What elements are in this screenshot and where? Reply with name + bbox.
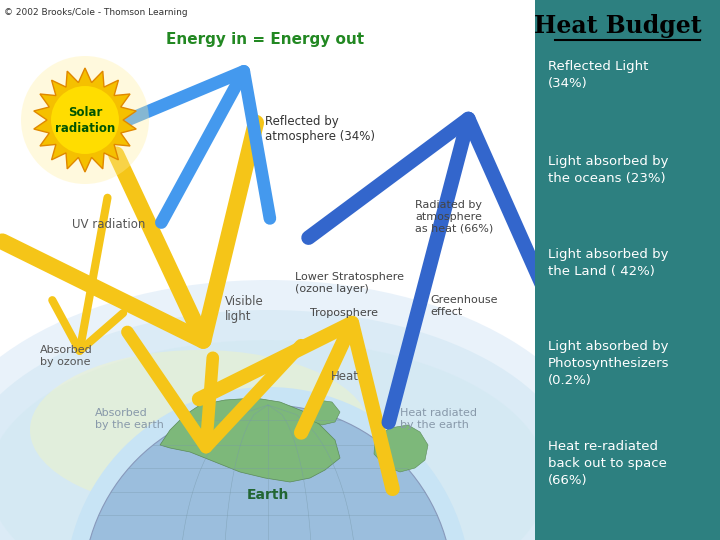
Circle shape (83, 405, 453, 540)
Text: UV radiation: UV radiation (72, 218, 145, 231)
Ellipse shape (30, 350, 370, 510)
Text: Troposphere: Troposphere (310, 308, 378, 318)
Ellipse shape (0, 340, 548, 540)
Circle shape (65, 387, 471, 540)
Bar (0, 0, 535, 540)
Polygon shape (34, 68, 136, 172)
Text: Heat re-radiated
back out to space
(66%): Heat re-radiated back out to space (66%) (548, 440, 667, 487)
Text: Lower Stratosphere
(ozone layer): Lower Stratosphere (ozone layer) (295, 272, 404, 294)
Text: Energy in = Energy out: Energy in = Energy out (166, 32, 364, 47)
Polygon shape (374, 425, 428, 472)
Circle shape (21, 56, 149, 184)
Circle shape (51, 86, 119, 154)
Text: Absorbed
by ozone: Absorbed by ozone (40, 345, 93, 367)
Text: Absorbed
by the earth: Absorbed by the earth (95, 408, 164, 430)
Text: Light absorbed by
the Land ( 42%): Light absorbed by the Land ( 42%) (548, 248, 668, 278)
Text: Radiated by
atmosphere
as heat (66%): Radiated by atmosphere as heat (66%) (415, 200, 493, 233)
Text: Solar
radiation: Solar radiation (55, 105, 115, 134)
Text: Heat Budget: Heat Budget (534, 14, 702, 38)
Text: Light absorbed by
Photosynthesizers
(0.2%): Light absorbed by Photosynthesizers (0.2… (548, 340, 670, 387)
Text: Heat: Heat (331, 370, 359, 383)
Text: Earth: Earth (247, 488, 289, 502)
Text: Reflected Light
(34%): Reflected Light (34%) (548, 60, 649, 90)
Text: Light absorbed by
the oceans (23%): Light absorbed by the oceans (23%) (548, 155, 668, 185)
Text: Greenhouse
effect: Greenhouse effect (430, 295, 498, 316)
Polygon shape (160, 398, 340, 482)
Ellipse shape (0, 280, 608, 540)
Text: Reflected by
atmosphere (34%): Reflected by atmosphere (34%) (265, 115, 375, 143)
Bar (535, 0, 720, 540)
Text: Visible
light: Visible light (225, 295, 264, 323)
Ellipse shape (0, 310, 578, 540)
Polygon shape (305, 400, 340, 425)
Text: © 2002 Brooks/Cole - Thomson Learning: © 2002 Brooks/Cole - Thomson Learning (4, 8, 188, 17)
Text: Heat radiated
by the earth: Heat radiated by the earth (400, 408, 477, 430)
